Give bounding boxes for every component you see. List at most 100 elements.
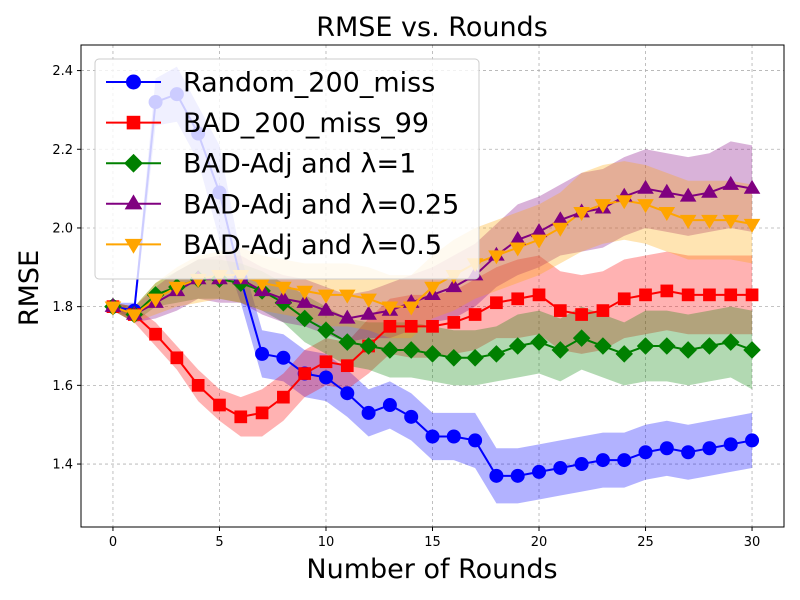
data-point	[639, 288, 652, 302]
data-point	[445, 278, 463, 293]
legend-marker	[124, 153, 143, 173]
data-point	[511, 292, 525, 306]
data-point	[575, 308, 588, 321]
data-point	[615, 345, 633, 363]
data-point	[468, 433, 483, 448]
data-point	[509, 242, 527, 257]
data-point	[361, 405, 376, 420]
data-point	[317, 301, 335, 316]
data-point	[425, 429, 440, 444]
data-point	[659, 441, 674, 456]
data-point	[488, 250, 505, 265]
x-tick-label: 25	[637, 535, 654, 550]
data-point	[447, 316, 461, 329]
data-point	[402, 341, 420, 359]
data-point	[489, 468, 504, 483]
data-point	[149, 327, 162, 341]
legend-label: Random_200_miss	[183, 68, 435, 99]
data-point	[296, 293, 313, 308]
data-point	[722, 214, 740, 229]
y-tick-label: 2.2	[52, 143, 73, 158]
data-point	[490, 296, 503, 310]
data-point	[338, 289, 356, 304]
data-point	[276, 350, 291, 365]
data-point	[573, 207, 590, 222]
legend-marker	[126, 74, 141, 90]
data-point	[404, 409, 419, 424]
data-point	[701, 183, 718, 198]
data-point	[638, 445, 653, 460]
x-tick-label: 30	[744, 535, 761, 550]
data-point	[191, 379, 205, 392]
data-point	[510, 468, 525, 483]
confidence-band-series-2	[112, 259, 753, 390]
data-point	[466, 349, 484, 367]
data-point	[553, 304, 567, 317]
confidence-band-series-3	[112, 141, 753, 343]
data-point	[104, 301, 122, 316]
data-point	[125, 309, 143, 324]
legend-marker	[124, 194, 143, 210]
data-point	[724, 288, 738, 302]
data-point	[424, 281, 441, 296]
data-point	[255, 346, 270, 361]
data-point	[574, 457, 589, 472]
data-point	[213, 398, 226, 412]
y-tick-label: 1.6	[52, 379, 73, 394]
data-point	[147, 293, 164, 308]
data-point	[234, 410, 248, 424]
data-point	[658, 207, 676, 222]
data-point	[275, 281, 292, 296]
chart-title: RMSE vs. Rounds	[316, 12, 548, 43]
data-point	[637, 199, 654, 214]
data-point	[723, 437, 738, 452]
y-tick-label: 2.0	[52, 221, 73, 236]
data-point	[595, 453, 610, 468]
confidence-band-series-1	[112, 251, 753, 437]
data-point	[703, 288, 716, 302]
data-point	[679, 214, 697, 229]
data-point	[679, 187, 697, 202]
data-point	[381, 301, 399, 316]
legend-box	[94, 58, 480, 280]
data-point	[722, 175, 740, 190]
x-tick-label: 10	[318, 535, 335, 550]
data-point	[551, 341, 570, 359]
data-point	[743, 218, 761, 233]
data-point	[532, 464, 547, 479]
series-points-2	[104, 270, 761, 367]
data-point	[423, 345, 442, 363]
data-point	[553, 460, 568, 475]
data-point	[340, 359, 354, 373]
data-point	[552, 222, 569, 237]
x-tick-label: 15	[424, 535, 441, 550]
data-point	[360, 293, 377, 308]
data-point	[636, 337, 655, 355]
series-points-1	[106, 284, 759, 424]
data-point	[532, 288, 546, 302]
data-point	[255, 406, 269, 420]
data-point	[487, 345, 506, 363]
data-point	[445, 349, 463, 367]
data-point	[596, 304, 610, 317]
data-point	[382, 398, 397, 413]
data-point	[637, 179, 654, 194]
legend-label: BAD_200_miss_99	[183, 108, 429, 139]
data-point	[446, 429, 461, 444]
data-point	[658, 183, 676, 198]
data-point	[317, 321, 335, 340]
data-point	[275, 290, 292, 304]
data-point	[318, 370, 333, 385]
data-point	[383, 319, 397, 333]
data-point	[381, 341, 399, 359]
x-tick-label: 20	[531, 535, 548, 550]
data-point	[679, 341, 697, 359]
data-point	[572, 329, 591, 347]
data-point	[404, 319, 418, 333]
data-point	[168, 281, 186, 296]
y-tick-label: 2.4	[52, 64, 73, 79]
data-point	[468, 308, 482, 321]
legend-label: BAD-Adj and λ=1	[183, 149, 416, 180]
y-axis-title: RMSE	[14, 250, 45, 326]
